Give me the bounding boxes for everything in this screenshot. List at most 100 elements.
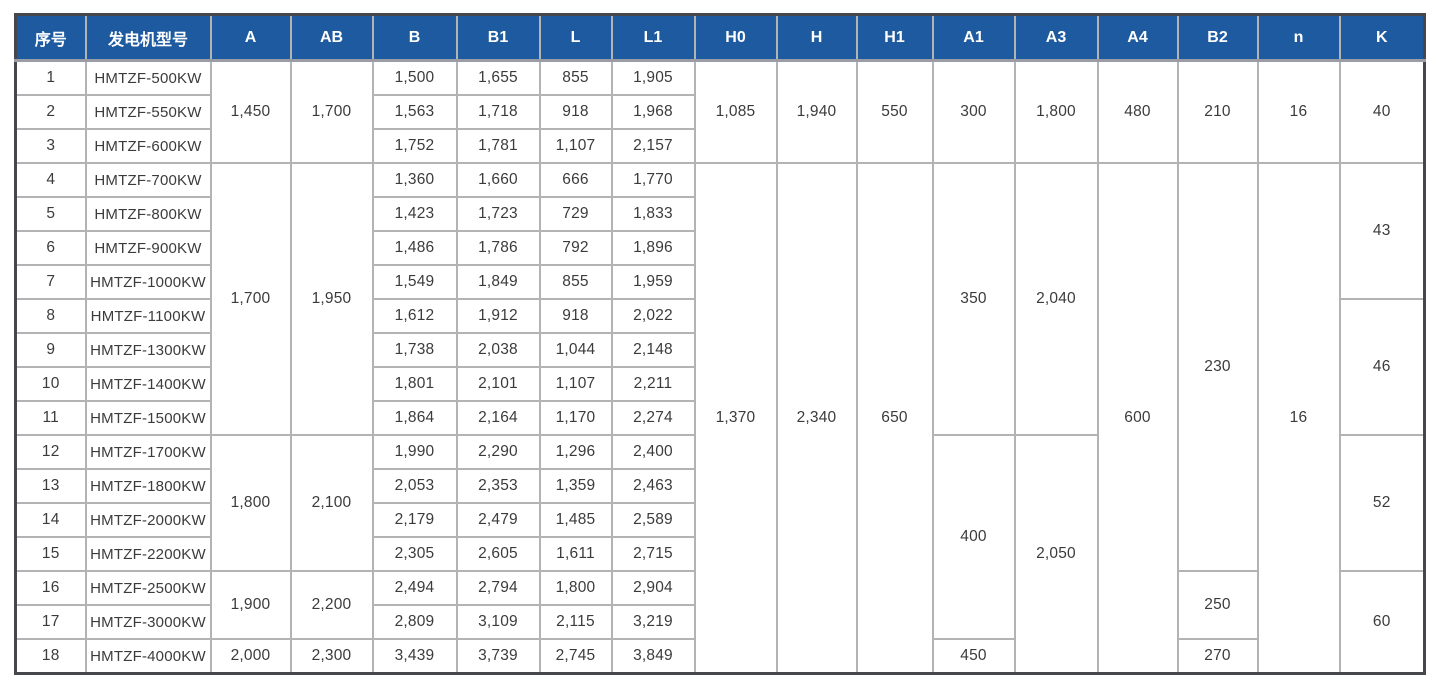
cell: 3: [14, 128, 87, 164]
cell: 2,605: [455, 536, 541, 572]
cell: 17: [14, 604, 87, 640]
cell: 1,723: [455, 196, 541, 232]
cell: HMTZF-550KW: [84, 94, 212, 130]
cell: 1,370: [693, 162, 778, 675]
cell: 1,563: [371, 94, 458, 130]
cell: 13: [14, 468, 87, 504]
table-row: 3 HMTZF-600KW 1,752 1,781 1,107 2,157: [14, 128, 1425, 164]
cell: 3,109: [455, 604, 541, 640]
cell: 600: [1096, 162, 1179, 675]
cell: 5: [14, 196, 87, 232]
column-header-12: A3: [1013, 13, 1099, 62]
cell: HMTZF-500KW: [84, 59, 212, 96]
table-row: 16 HMTZF-2500KW 1,900 2,200 2,494 2,794 1,800 2…: [14, 570, 1426, 675]
cell: 2,305: [371, 536, 458, 572]
cell: 1,900: [209, 570, 292, 640]
cell: HMTZF-1300KW: [84, 332, 212, 368]
cell: 60: [1338, 570, 1426, 675]
cell: 1,612: [371, 298, 458, 334]
cell: HMTZF-2200KW: [84, 536, 212, 572]
cell: 1,700: [209, 162, 292, 436]
cell: 2,290: [455, 434, 541, 470]
cell: 666: [538, 162, 613, 198]
column-header-5: B1: [455, 13, 541, 62]
cell: 10: [14, 366, 87, 402]
cell: 2,050: [1013, 434, 1099, 675]
cell: 16: [1256, 59, 1341, 164]
cell: 2,400: [610, 434, 696, 470]
cell: 1,833: [610, 196, 696, 232]
table-row: 12 HMTZF-1700KW 1,800 2,100 1,990 2,290 1,296 2…: [14, 434, 1426, 675]
cell: 52: [1338, 434, 1426, 572]
cell: 1,896: [610, 230, 696, 266]
cell: 3,739: [455, 638, 541, 675]
cell: 400: [931, 434, 1016, 640]
cell: 1,549: [371, 264, 458, 300]
cell: 2,211: [610, 366, 696, 402]
column-header-2: A: [209, 13, 292, 62]
column-header-4: B: [371, 13, 458, 62]
cell: 1,912: [455, 298, 541, 334]
column-header-7: L1: [610, 13, 696, 62]
spec-table-header: 序号 发电机型号 A AB B B1 L L1 H0 H H1 A1 A3 A4 B2 n K: [14, 13, 1426, 62]
table-row: 17 HMTZF-3000KW 2,809 3,109 2,115 3,219: [14, 604, 1425, 640]
cell: 2,022: [610, 298, 696, 334]
cell: 2,038: [455, 332, 541, 368]
cell: HMTZF-1400KW: [84, 366, 212, 402]
cell: HMTZF-1800KW: [84, 468, 212, 504]
cell: 1,359: [538, 468, 613, 504]
cell: 2,340: [775, 162, 858, 675]
cell: 18: [14, 638, 87, 675]
cell: 550: [855, 59, 934, 164]
cell: 15: [14, 536, 87, 572]
cell: 1,611: [538, 536, 613, 572]
generator-spec-table-container: 序号 发电机型号 A AB B B1 L L1 H0 H H1 A1 A3 A4 B2 n K 1 HMTZF-5…: [14, 13, 1426, 675]
cell: 450: [931, 638, 1016, 675]
cell: HMTZF-3000KW: [84, 604, 212, 640]
cell: 2,494: [371, 570, 458, 606]
column-header-16: K: [1338, 13, 1426, 62]
cell: 2,100: [289, 434, 374, 572]
cell: 1,450: [209, 59, 292, 164]
cell: 43: [1338, 162, 1426, 300]
cell: 2,040: [1013, 162, 1099, 436]
cell: HMTZF-900KW: [84, 230, 212, 266]
cell: 2,794: [455, 570, 541, 606]
cell: 1,423: [371, 196, 458, 232]
cell: 729: [538, 196, 613, 232]
cell: 1,800: [209, 434, 292, 572]
cell: 2,715: [610, 536, 696, 572]
table-row: 4 HMTZF-700KW 1,700 1,950 1,360 1,660 666 1,770…: [14, 162, 1426, 675]
cell: 2,179: [371, 502, 458, 538]
cell: 1,770: [610, 162, 696, 198]
cell: HMTZF-700KW: [84, 162, 212, 198]
cell: 2,157: [610, 128, 696, 164]
generator-spec-table: 序号 发电机型号 A AB B B1 L L1 H0 H H1 A1 A3 A4 B2 n K 1 HMTZF-5…: [14, 13, 1426, 675]
column-header-8: H0: [693, 13, 778, 62]
cell: 1,864: [371, 400, 458, 436]
table-row: 1 HMTZF-500KW 1,450 1,700 1,500 1,655 855 1,905…: [14, 59, 1426, 164]
cell: 1,990: [371, 434, 458, 470]
table-row: 8 HMTZF-1100KW 1,612 1,912 918 2,022 46: [14, 298, 1426, 436]
cell: 2,463: [610, 468, 696, 504]
cell: 1,752: [371, 128, 458, 164]
column-header-15: n: [1256, 13, 1341, 62]
table-row: 10 HMTZF-1400KW 1,801 2,101 1,107 2,211: [14, 366, 1425, 402]
cell: 1,044: [538, 332, 613, 368]
spec-table-body: 1 HMTZF-500KW 1,450 1,700 1,500 1,655 855 1,905…: [14, 59, 1426, 675]
cell: 2,353: [455, 468, 541, 504]
cell: 1,107: [538, 128, 613, 164]
cell: HMTZF-4000KW: [84, 638, 212, 675]
cell: 1,801: [371, 366, 458, 402]
cell: HMTZF-800KW: [84, 196, 212, 232]
cell: 1,800: [538, 570, 613, 606]
cell: HMTZF-600KW: [84, 128, 212, 164]
cell: 270: [1176, 638, 1259, 675]
cell: 1,738: [371, 332, 458, 368]
column-header-1: 发电机型号: [84, 13, 212, 62]
header-row: 序号 发电机型号 A AB B B1 L L1 H0 H H1 A1 A3 A4 B2 n K: [14, 13, 1426, 62]
cell: 2,164: [455, 400, 541, 436]
table-row: 2 HMTZF-550KW 1,563 1,718 918 1,968: [14, 94, 1425, 130]
cell: 2,115: [538, 604, 613, 640]
table-row: 9 HMTZF-1300KW 1,738 2,038 1,044 2,148: [14, 332, 1425, 368]
